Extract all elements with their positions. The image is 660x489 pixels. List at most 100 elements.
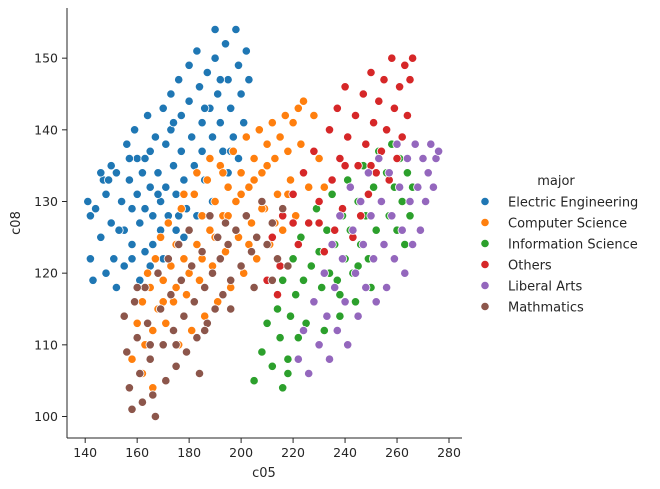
data-point [179,175,189,185]
data-point [254,125,264,135]
data-point [192,46,202,56]
data-point [223,239,233,250]
data-point [158,275,168,285]
data-point [249,282,259,293]
x-tick-label: 220 [281,445,305,460]
data-point [314,196,324,207]
data-point [241,132,251,142]
data-point [327,189,337,199]
data-point [272,189,283,199]
data-point [291,290,301,300]
data-point [111,282,122,293]
data-point [187,261,197,271]
data-point [187,132,197,142]
data-point [343,132,353,142]
axes-frame [66,8,462,439]
data-point [252,232,262,242]
data-point [109,254,119,264]
data-point [283,368,293,379]
data-point [127,204,137,214]
data-point [153,268,163,278]
data-point [285,175,296,185]
data-point [179,189,189,199]
data-point [358,239,368,250]
data-point [298,275,309,285]
data-point [368,118,379,128]
data-point [148,239,158,250]
series-electric-engineering [83,24,254,293]
data-point [239,118,249,128]
data-point [140,282,150,293]
data-point [345,182,355,192]
data-point [181,290,192,300]
data-point [309,146,319,156]
data-point [236,261,246,271]
data-point [272,304,283,314]
data-point [197,247,207,257]
data-point [145,182,155,192]
data-point [231,225,241,235]
data-point [220,218,231,228]
data-point [192,333,202,343]
data-point [366,211,376,221]
data-point [200,325,210,336]
data-point [252,254,262,264]
data-point [275,132,285,142]
data-point [306,261,316,271]
data-point [267,218,277,228]
data-point [233,60,244,70]
data-point [267,118,277,128]
data-point [231,196,241,207]
data-point [381,282,392,293]
data-point [218,168,228,178]
data-point [150,132,160,142]
data-point [226,275,236,285]
data-point [262,318,272,328]
data-point [298,168,309,178]
data-point [171,282,181,293]
data-point [218,146,228,156]
data-point [189,189,199,199]
data-point [389,254,399,264]
data-point [257,196,267,207]
data-point [205,225,215,235]
data-point [405,75,415,85]
data-point [106,161,116,171]
data-point [148,325,158,336]
data-point [176,204,186,214]
data-point [161,376,171,386]
data-point [293,239,303,250]
data-point [166,290,176,300]
data-point [335,311,345,321]
data-point [228,132,238,142]
data-point [163,218,173,228]
legend-title: major [537,174,575,189]
data-point [137,297,147,307]
data-point [381,125,392,135]
data-point [356,211,366,221]
data-point [288,218,298,228]
data-point [319,182,329,192]
data-point [296,139,306,149]
data-point [122,347,132,357]
data-point [400,268,410,278]
data-point [402,168,412,178]
data-point [379,75,389,85]
data-point [236,89,246,99]
data-point [309,110,319,121]
data-point [200,282,210,293]
data-point [166,89,176,99]
data-point [337,254,348,264]
data-point [91,204,101,214]
y-tick-label: 140 [34,122,58,137]
data-point [246,218,257,228]
data-point [363,168,373,178]
data-point [322,225,332,235]
data-point [205,211,215,221]
data-point [150,411,160,422]
data-point [314,340,324,350]
data-point [140,153,150,164]
data-point [317,282,327,293]
data-point [220,39,231,49]
data-point [322,311,332,321]
